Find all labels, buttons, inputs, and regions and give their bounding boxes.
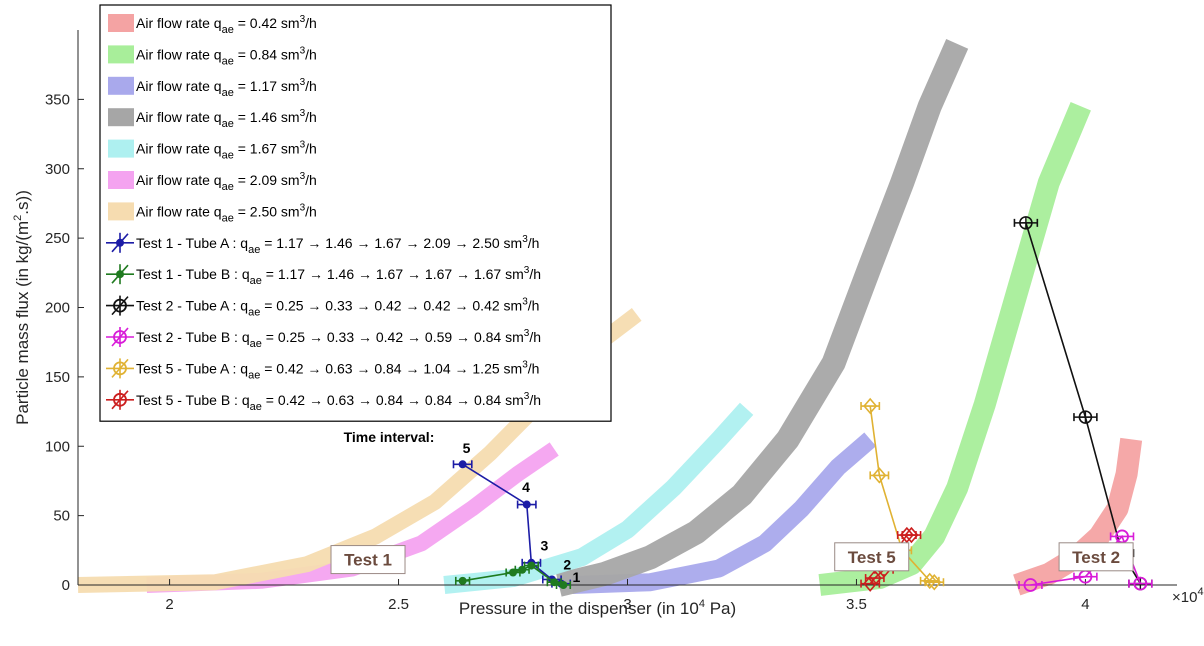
data-point bbox=[1078, 410, 1093, 424]
legend-marker bbox=[113, 392, 127, 407]
legend-series-icon bbox=[106, 358, 134, 379]
legend-label: Test 2 - Tube B : qae = 0.25 → 0.33 → 0.… bbox=[136, 328, 541, 350]
data-point bbox=[1133, 576, 1148, 591]
legend-series-icon bbox=[106, 264, 134, 285]
legend-label: Air flow rate qae = 2.50 sm3/h bbox=[136, 202, 317, 224]
legend-label: Air flow rate qae = 1.67 sm3/h bbox=[136, 140, 317, 162]
legend-label: Air flow rate qae = 1.17 sm3/h bbox=[136, 77, 317, 99]
data-point bbox=[1023, 578, 1038, 592]
test-label: Test 1 bbox=[330, 545, 406, 575]
data-point bbox=[904, 526, 919, 544]
data-point bbox=[509, 568, 518, 577]
legend-label: Air flow rate qae = 1.46 sm3/h bbox=[136, 108, 317, 130]
legend-marker bbox=[116, 270, 124, 279]
y-axis-label: Particle mass flux (in kg/(m2.s)) bbox=[12, 190, 32, 425]
data-point bbox=[863, 397, 878, 415]
y-tick-label: 350 bbox=[45, 91, 70, 108]
legend-swatch bbox=[108, 171, 134, 189]
legend-swatch bbox=[108, 76, 134, 95]
series-2 bbox=[454, 561, 572, 589]
test-label: Test 5 bbox=[834, 542, 910, 572]
y-tick-label: 150 bbox=[45, 369, 70, 386]
x-tick-label: 2 bbox=[165, 596, 173, 613]
band-3 bbox=[572, 432, 877, 594]
legend-swatch bbox=[108, 139, 134, 158]
legend-swatch bbox=[108, 14, 134, 32]
y-tick-label: 250 bbox=[45, 230, 70, 247]
annotation: 3 bbox=[540, 537, 548, 553]
legend-marker bbox=[113, 361, 127, 376]
legend-label: Air flow rate qae = 2.09 sm3/h bbox=[136, 171, 317, 193]
test-label-text: Test 5 bbox=[848, 548, 896, 567]
legend-label: Test 5 - Tube B : qae = 0.42 → 0.63 → 0.… bbox=[136, 391, 541, 413]
legend-marker bbox=[116, 238, 124, 247]
annotation-layer: Time interval: 5 4 321 Test 1 Test 5 Test 2 bbox=[330, 429, 1134, 585]
annotation: 4 bbox=[522, 479, 530, 495]
legend-box bbox=[99, 4, 612, 422]
legend-label: Test 1 - Tube A : qae = 1.17 → 1.46 → 1.… bbox=[136, 234, 539, 256]
y-tick-label: 100 bbox=[45, 438, 70, 455]
annotation: 2 bbox=[563, 557, 571, 573]
y-tick-label: 200 bbox=[45, 300, 70, 317]
test-label-text: Test 2 bbox=[1072, 548, 1120, 567]
x-tick-label: 3 bbox=[623, 596, 631, 613]
data-point bbox=[872, 467, 887, 484]
y-tick-label: 50 bbox=[53, 508, 70, 525]
legend-swatch bbox=[108, 108, 134, 127]
legend-marker bbox=[113, 298, 127, 313]
test-label: Test 2 bbox=[1058, 542, 1134, 572]
legend: Air flow rate qae = 0.42 sm3/h Air flow r… bbox=[99, 4, 612, 422]
legend-series-icon bbox=[106, 232, 134, 253]
legend-label: Test 5 - Tube A : qae = 0.42 → 0.63 → 0.… bbox=[136, 359, 539, 381]
data-point bbox=[867, 569, 882, 587]
data-point bbox=[458, 576, 467, 585]
band-4 bbox=[555, 39, 969, 597]
legend-series-icon bbox=[106, 389, 134, 410]
annotation: Time interval: bbox=[344, 429, 435, 445]
legend-label: Test 2 - Tube A : qae = 0.25 → 0.33 → 0.… bbox=[136, 297, 539, 319]
series-3 bbox=[1013, 216, 1153, 591]
test-label-box bbox=[330, 545, 406, 575]
legend-series-icon bbox=[106, 327, 134, 347]
series-line bbox=[1025, 222, 1142, 585]
legend-label: Test 1 - Tube B : qae = 1.17 → 1.46 → 1.… bbox=[136, 265, 541, 287]
band-1 bbox=[1013, 437, 1143, 596]
annotation: 1 bbox=[573, 569, 581, 585]
legend-label: Air flow rate qae = 0.42 sm3/h bbox=[136, 14, 317, 36]
annotation: 5 bbox=[463, 440, 471, 456]
x-axis-label: Pressure in the dispenser (in 104 Pa) bbox=[459, 598, 736, 618]
y-tick-label: 300 bbox=[45, 161, 70, 178]
data-point bbox=[550, 578, 559, 587]
data-point bbox=[1019, 216, 1033, 230]
x-tick-label: 3.5 bbox=[846, 596, 867, 613]
x-exponent-label: ×104 bbox=[1172, 586, 1204, 606]
y-tick-label: 0 bbox=[62, 577, 70, 594]
legend-marker bbox=[113, 330, 127, 344]
axes: 2 2.5 3 3.5 4 0 50 100 150 200 250 300 350 Pressure i… bbox=[12, 30, 1204, 618]
test-label-box bbox=[834, 542, 910, 572]
legend-swatch bbox=[108, 202, 134, 221]
x-tick-label: 2.5 bbox=[388, 596, 409, 613]
legend-swatch bbox=[108, 45, 134, 64]
test-label-box bbox=[1058, 542, 1134, 572]
data-point bbox=[927, 573, 942, 591]
data-point bbox=[522, 500, 531, 509]
legend-label: Air flow rate qae = 0.84 sm3/h bbox=[136, 45, 317, 67]
test-label-text: Test 1 bbox=[344, 551, 392, 570]
legend-series-icon bbox=[106, 295, 134, 316]
data-point bbox=[458, 460, 467, 469]
x-tick-label: 4 bbox=[1081, 596, 1089, 613]
band-5 bbox=[443, 402, 754, 594]
band-layer bbox=[77, 39, 1143, 597]
band-2 bbox=[818, 102, 1091, 596]
